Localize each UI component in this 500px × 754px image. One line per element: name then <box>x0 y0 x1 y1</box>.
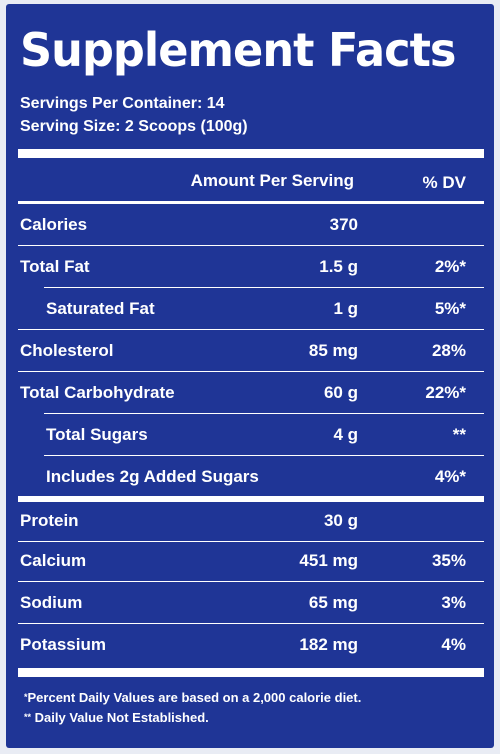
footnote-mark-double: ** <box>24 712 32 722</box>
panel-title: Supplement Facts <box>20 23 456 77</box>
nutrient-row-total-carbohydrate: Total Carbohydrate 60 g 22%* <box>18 372 484 414</box>
nutrient-dv: 5%* <box>434 299 466 318</box>
nutrient-label: Includes 2g Added Sugars <box>46 467 259 486</box>
nutrient-amount: 1.5 g <box>319 257 358 276</box>
nutrient-label: Total Fat <box>20 257 90 276</box>
nutrient-label: Calcium <box>20 551 87 570</box>
thick-divider-bottom <box>18 668 484 677</box>
nutrient-dv: 28% <box>431 341 466 360</box>
nutrient-dv: 35% <box>431 551 466 570</box>
nutrient-label: Saturated Fat <box>46 299 155 318</box>
nutrient-amount: 65 mg <box>308 593 358 612</box>
nutrient-row-cholesterol: Cholesterol 85 mg 28% <box>18 330 484 372</box>
nutrient-dv: 22%* <box>425 383 466 402</box>
nutrient-row-calories: Calories 370 <box>18 204 484 246</box>
footnote-mark-single: * <box>24 692 28 702</box>
nutrient-dv: 3% <box>441 593 466 612</box>
daily-value-header: % DV <box>422 173 466 192</box>
nutrient-amount: 370 <box>329 215 358 234</box>
footnote-text-percent-dv: Percent Daily Values are based on a 2,00… <box>27 690 362 705</box>
nutrient-row-added-sugars: Includes 2g Added Sugars 4%* <box>18 456 484 498</box>
nutrient-row-saturated-fat: Saturated Fat 1 g 5%* <box>18 288 484 330</box>
nutrient-label: Total Carbohydrate <box>20 383 175 402</box>
nutrient-label: Cholesterol <box>20 341 114 360</box>
nutrient-row-calcium: Calcium 451 mg 35% <box>18 540 484 582</box>
nutrient-row-sodium: Sodium 65 mg 3% <box>18 582 484 624</box>
nutrient-label: Sodium <box>20 593 83 612</box>
servings-per-container: Servings Per Container: 14 <box>20 95 225 112</box>
thick-divider-protein <box>18 496 484 502</box>
nutrient-amount: 85 mg <box>308 341 358 360</box>
nutrient-row-potassium: Potassium 182 mg 4% <box>18 624 484 666</box>
header-divider <box>18 201 484 204</box>
nutrient-label: Total Sugars <box>46 425 148 444</box>
nutrient-dv: 2%* <box>434 257 466 276</box>
nutrient-dv: 4%* <box>434 467 466 486</box>
nutrient-amount: 451 mg <box>299 551 358 570</box>
nutrient-dv: 4% <box>441 635 466 654</box>
serving-size: Serving Size: 2 Scoops (100g) <box>20 118 248 135</box>
footnote-text-not-established: Daily Value Not Established. <box>34 710 209 725</box>
nutrient-amount: 30 g <box>323 511 358 530</box>
nutrient-row-total-fat: Total Fat 1.5 g 2%* <box>18 246 484 288</box>
nutrient-amount: 4 g <box>333 425 358 444</box>
nutrient-label: Protein <box>20 511 79 530</box>
nutrient-row-total-sugars: Total Sugars 4 g ** <box>18 414 484 456</box>
amount-per-serving-header: Amount Per Serving <box>190 171 354 190</box>
footnote-not-established: ** Daily Value Not Established. <box>24 709 209 727</box>
nutrient-label: Calories <box>20 215 88 234</box>
nutrient-dv: ** <box>452 425 466 444</box>
thick-divider-top <box>18 149 484 158</box>
supplement-facts-panel: Supplement Facts Servings Per Container:… <box>6 4 494 748</box>
nutrient-amount: 60 g <box>323 383 358 402</box>
nutrient-amount: 182 mg <box>299 635 358 654</box>
nutrient-label: Potassium <box>20 635 106 654</box>
footnote-percent-dv: *Percent Daily Values are based on a 2,0… <box>24 689 361 707</box>
nutrient-amount: 1 g <box>333 299 358 318</box>
nutrient-row-protein: Protein 30 g <box>18 500 484 542</box>
